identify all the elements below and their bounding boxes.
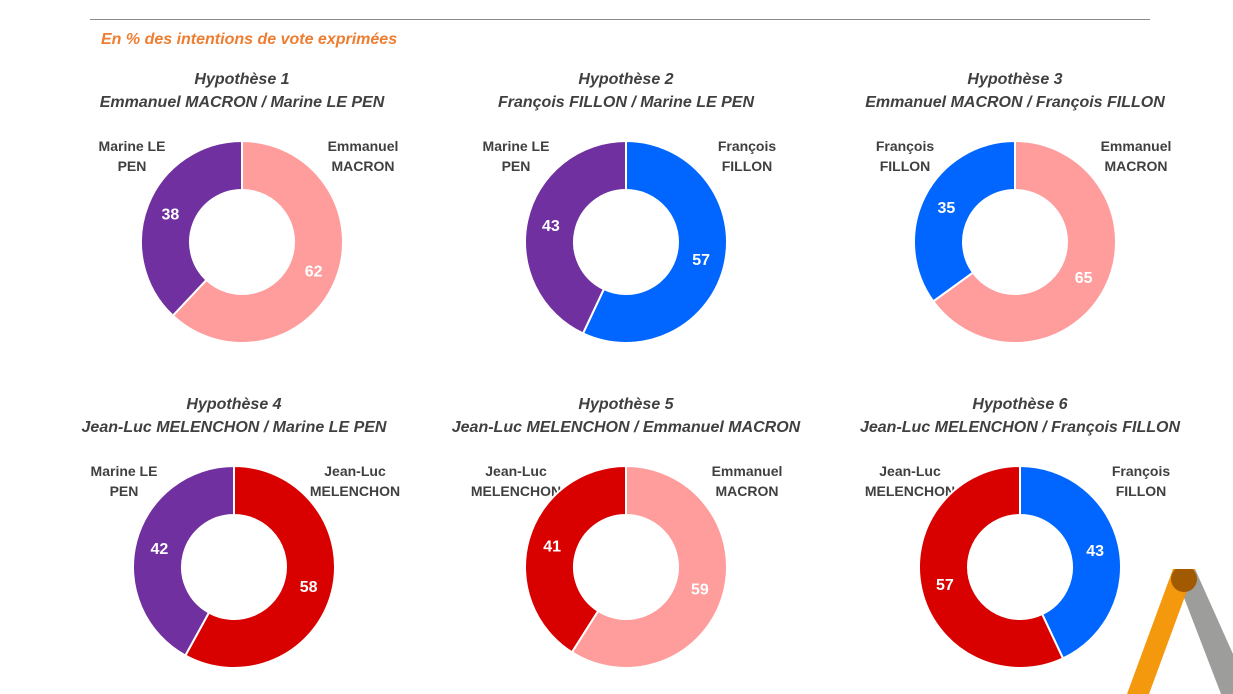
legend-label-fran-ois-fillon: François FILLON bbox=[875, 138, 935, 174]
legend-label-emmanuel-macron: Emmanuel MACRON bbox=[711, 463, 783, 499]
data-label-marine-le-pen: 42 bbox=[151, 541, 169, 558]
data-label-fran-ois-fillon: 35 bbox=[938, 200, 956, 217]
chart-title: Hypothèse 5 bbox=[578, 396, 674, 413]
slice-fran-ois-fillon bbox=[1019, 464, 1122, 660]
top-divider bbox=[90, 19, 1150, 20]
slice-jean-luc-melenchon bbox=[524, 464, 627, 654]
data-label-emmanuel-macron: 65 bbox=[1075, 270, 1093, 287]
legend-label-emmanuel-macron: Emmanuel MACRON bbox=[327, 138, 399, 174]
chart-matchup: Emmanuel MACRON / François FILLON bbox=[865, 94, 1165, 111]
slice-emmanuel-macron bbox=[931, 139, 1117, 344]
chart-matchup: Jean-Luc MELENCHON / Marine LE PEN bbox=[81, 419, 387, 436]
donut-chart: 62 38 bbox=[140, 139, 344, 344]
chart-matchup: Jean-Luc MELENCHON / François FILLON bbox=[859, 419, 1181, 436]
donut-chart: 57 43 bbox=[524, 139, 728, 344]
legend-label-marine-le-pen: Marine LE PEN bbox=[482, 138, 550, 174]
chart-title: Hypothèse 3 bbox=[967, 71, 1063, 88]
slice-marine-le-pen bbox=[132, 464, 235, 657]
hypothesis-chart-5: Hypothèse 5 Jean-Luc MELENCHON / Emmanuel… bbox=[426, 393, 826, 673]
donut-chart: 59 41 bbox=[524, 464, 728, 669]
data-label-marine-le-pen: 43 bbox=[542, 218, 560, 235]
data-label-fran-ois-fillon: 57 bbox=[692, 252, 710, 269]
logo-orange-stroke bbox=[1127, 569, 1195, 694]
hypothesis-chart-4: Hypothèse 4 Jean-Luc MELENCHON / Marine L… bbox=[34, 393, 434, 673]
brand-logo bbox=[1127, 569, 1233, 694]
slice-jean-luc-melenchon bbox=[918, 464, 1065, 669]
logo-dot bbox=[1171, 569, 1197, 592]
chart-title: Hypothèse 6 bbox=[972, 396, 1068, 413]
chart-subtitle: En % des intentions de vote exprimées bbox=[101, 31, 398, 48]
data-label-jean-luc-melenchon: 57 bbox=[936, 577, 954, 594]
chart-matchup: Emmanuel MACRON / Marine LE PEN bbox=[99, 94, 385, 111]
slice-fran-ois-fillon bbox=[581, 139, 728, 344]
slice-marine-le-pen bbox=[140, 139, 243, 318]
legend-label-marine-le-pen: Marine LE PEN bbox=[90, 463, 158, 499]
data-label-marine-le-pen: 38 bbox=[162, 207, 180, 224]
chart-matchup: François FILLON / Marine LE PEN bbox=[497, 94, 755, 111]
data-label-jean-luc-melenchon: 41 bbox=[543, 539, 561, 556]
logo-gray-stroke bbox=[1173, 569, 1233, 694]
slice-emmanuel-macron bbox=[171, 139, 344, 344]
chart-title: Hypothèse 4 bbox=[186, 396, 282, 413]
data-label-emmanuel-macron: 62 bbox=[305, 263, 323, 280]
hypothesis-chart-2: Hypothèse 2 François FILLON / Marine LE P… bbox=[426, 68, 826, 348]
hypothesis-chart-3: Hypothèse 3 Emmanuel MACRON / François FI… bbox=[815, 68, 1215, 348]
slice-jean-luc-melenchon bbox=[183, 464, 336, 669]
legend-label-fran-ois-fillon: François FILLON bbox=[1111, 463, 1171, 499]
slice-emmanuel-macron bbox=[570, 464, 728, 669]
legend-label-emmanuel-macron: Emmanuel MACRON bbox=[1100, 138, 1172, 174]
legend-label-jean-luc-melenchon: Jean-Luc MELENCHON bbox=[864, 463, 956, 499]
chart-title: Hypothèse 2 bbox=[578, 71, 674, 88]
slice-marine-le-pen bbox=[524, 139, 627, 335]
legend-label-jean-luc-melenchon: Jean-Luc MELENCHON bbox=[309, 463, 401, 499]
data-label-fran-ois-fillon: 43 bbox=[1086, 543, 1104, 560]
data-label-jean-luc-melenchon: 58 bbox=[300, 579, 318, 596]
chart-title: Hypothèse 1 bbox=[194, 71, 290, 88]
chart-matchup: Jean-Luc MELENCHON / Emmanuel MACRON bbox=[451, 419, 801, 436]
hypothesis-chart-6: Hypothèse 6 Jean-Luc MELENCHON / François… bbox=[820, 393, 1220, 673]
legend-label-jean-luc-melenchon: Jean-Luc MELENCHON bbox=[470, 463, 562, 499]
donut-chart: 43 57 bbox=[918, 464, 1122, 669]
legend-label-marine-le-pen: Marine LE PEN bbox=[98, 138, 166, 174]
data-label-emmanuel-macron: 59 bbox=[691, 582, 709, 599]
donut-chart: 58 42 bbox=[132, 464, 336, 669]
donut-chart: 65 35 bbox=[913, 139, 1117, 344]
hypothesis-chart-1: Hypothèse 1 Emmanuel MACRON / Marine LE P… bbox=[42, 68, 442, 348]
slice-fran-ois-fillon bbox=[913, 139, 1016, 303]
legend-label-fran-ois-fillon: François FILLON bbox=[717, 138, 777, 174]
